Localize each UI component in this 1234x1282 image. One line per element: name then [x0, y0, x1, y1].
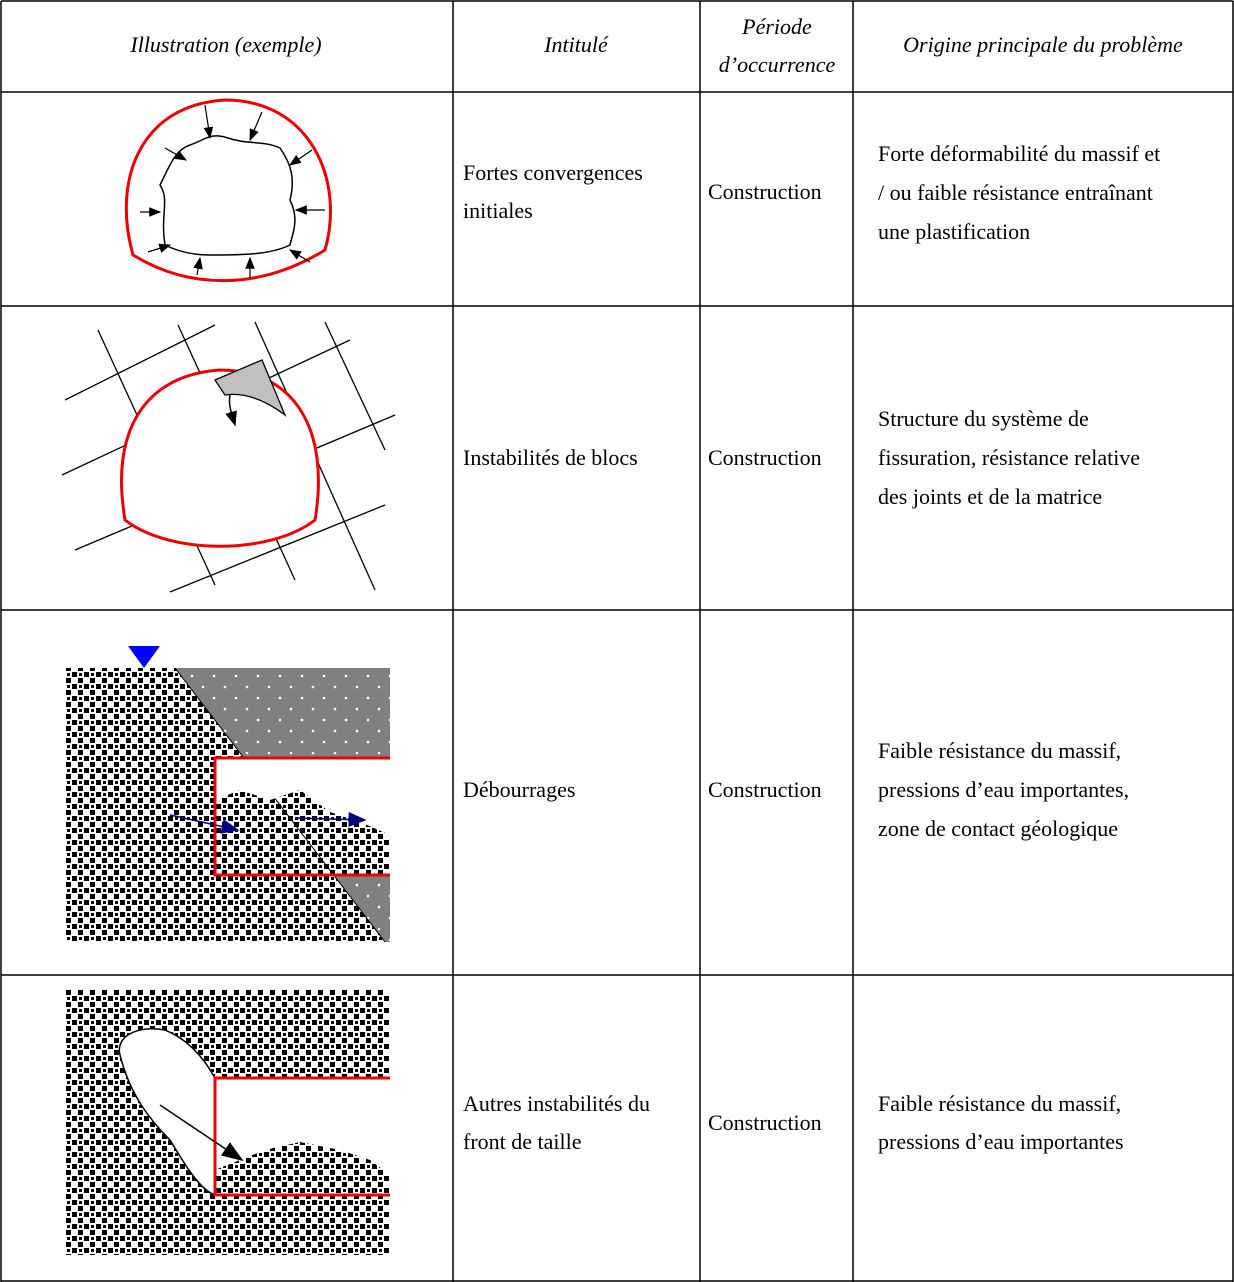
period-cell: Construction — [708, 179, 822, 204]
title-cell: initiales — [463, 198, 533, 223]
period-cell: Construction — [708, 445, 822, 470]
origin-cell: fissuration, résistance relative — [878, 445, 1140, 470]
origin-cell: des joints et de la matrice — [878, 484, 1102, 509]
origin-cell: Structure du système de — [878, 406, 1089, 431]
origin-cell: Forte déformabilité du massif et — [878, 141, 1160, 166]
title-cell: Fortes convergences — [463, 160, 643, 185]
header-cell: d’occurrence — [719, 52, 836, 77]
origin-cell: pressions d’eau importantes — [878, 1129, 1124, 1154]
illustration-convergence — [124, 98, 332, 283]
illustration-blocks — [61, 321, 396, 593]
origin-cell: / ou faible résistance entraînant — [878, 180, 1153, 205]
origin-cell: zone de contact géologique — [878, 816, 1118, 841]
illustration-front-instability — [66, 990, 390, 1255]
title-cell: front de taille — [463, 1129, 582, 1154]
origin-cell: Faible résistance du massif, — [878, 738, 1121, 763]
origin-cell: Faible résistance du massif, — [878, 1091, 1121, 1116]
illustration-debourrage — [66, 646, 390, 943]
period-cell: Construction — [708, 1110, 822, 1135]
origin-cell: pressions d’eau importantes, — [878, 777, 1129, 802]
header-cell: Période — [741, 14, 812, 39]
title-cell: Instabilités de blocs — [463, 445, 638, 470]
origin-cell: une plastification — [878, 219, 1030, 244]
title-cell: Débourrages — [463, 777, 575, 802]
period-cell: Construction — [708, 777, 822, 802]
header-cell: Illustration (exemple) — [129, 32, 321, 57]
header-cell: Intitulé — [543, 32, 609, 57]
title-cell: Autres instabilités du — [463, 1091, 650, 1116]
header-cell: Origine principale du problème — [903, 32, 1183, 57]
